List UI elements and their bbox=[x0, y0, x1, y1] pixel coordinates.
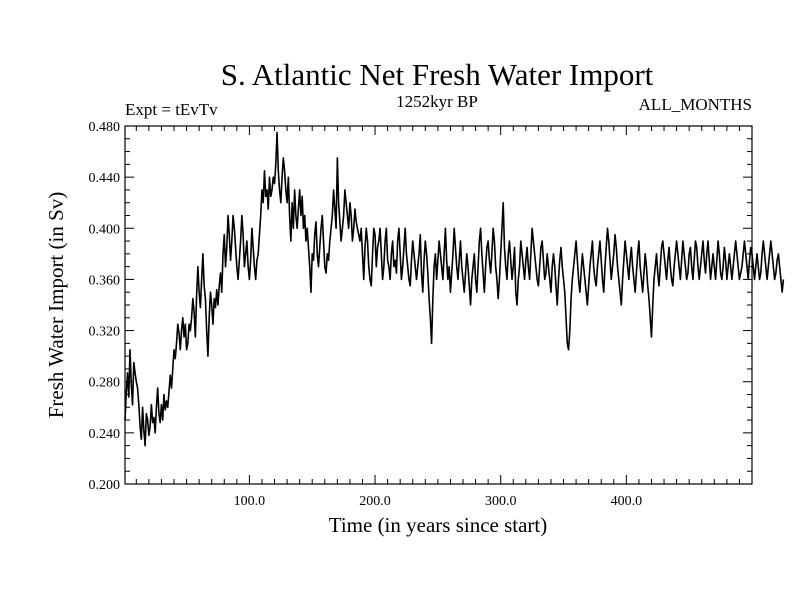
experiment-label: Expt = tEvTv bbox=[125, 100, 218, 119]
plot-frame bbox=[124, 125, 753, 485]
x-tick-label: 400.0 bbox=[611, 494, 643, 509]
x-axis-label: Time (in years since start) bbox=[329, 513, 548, 537]
x-tick-label: 300.0 bbox=[485, 494, 517, 509]
y-tick-label: 0.400 bbox=[89, 222, 121, 237]
chart-title: S. Atlantic Net Fresh Water Import bbox=[221, 57, 654, 92]
x-tick-label: 200.0 bbox=[359, 494, 391, 509]
y-tick-label: 0.320 bbox=[89, 325, 121, 340]
y-tick-label: 0.360 bbox=[89, 273, 121, 288]
axis-ticks: 0.200 0.240 0.280 0.320 0.360 0.400 0.440 0.480… bbox=[89, 120, 753, 509]
y-tick-label: 0.200 bbox=[89, 478, 121, 493]
y-tick-label: 0.480 bbox=[89, 120, 121, 135]
y-tick-label: 0.280 bbox=[89, 376, 121, 391]
y-tick-label: 0.240 bbox=[89, 427, 121, 442]
chart-subtitle: 1252kyr BP bbox=[396, 92, 478, 111]
series-line bbox=[124, 131, 785, 447]
x-tick-label: 100.0 bbox=[234, 494, 266, 509]
y-axis-label: Fresh Water Import (in Sv) bbox=[44, 192, 68, 419]
y-tick-label: 0.440 bbox=[89, 171, 121, 186]
months-label: ALL_MONTHS bbox=[639, 95, 752, 114]
plot-area bbox=[124, 131, 785, 447]
